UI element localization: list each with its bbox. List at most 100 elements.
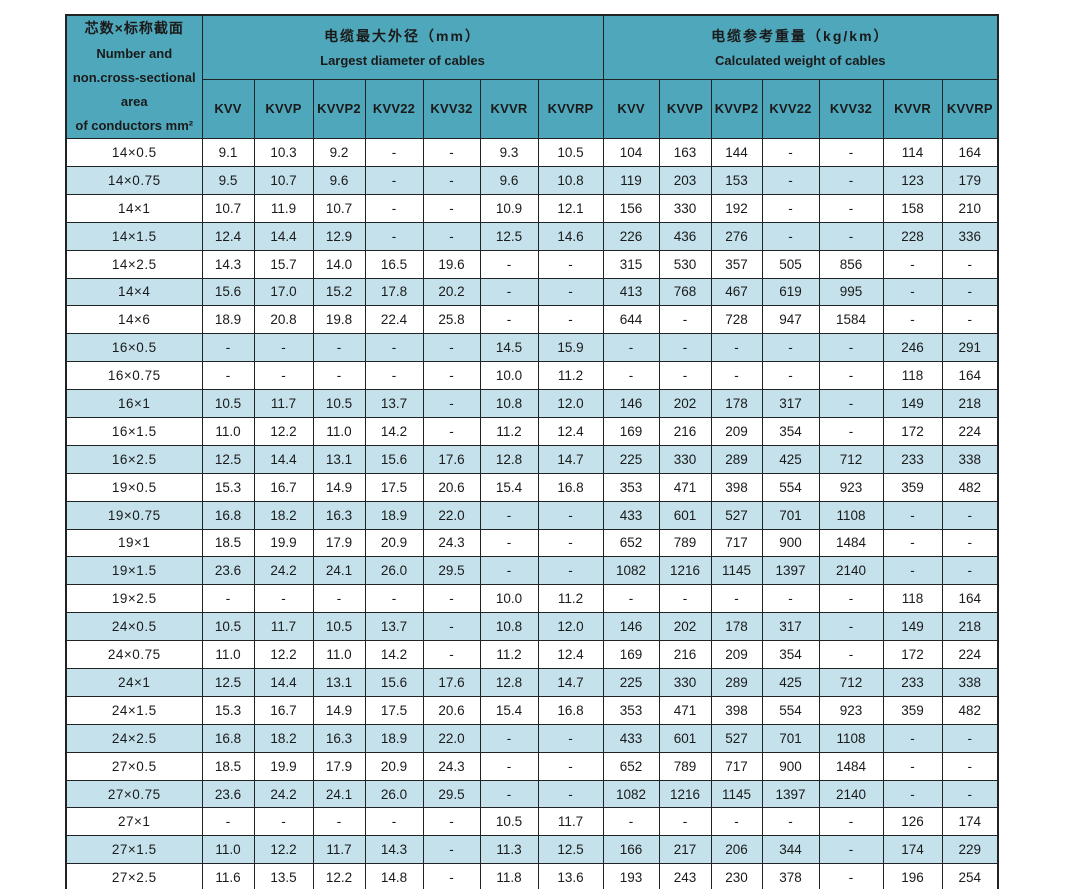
diameter-cell: 18.9 bbox=[364, 500, 424, 530]
diameter-cell: 14.7 bbox=[537, 668, 604, 697]
diameter-cell: - bbox=[537, 528, 604, 558]
weight-cell: 144 bbox=[710, 138, 763, 167]
weight-cell: 164 bbox=[941, 138, 999, 167]
weight-cell: 505 bbox=[761, 249, 820, 279]
diameter-cell: 29.5 bbox=[422, 779, 481, 809]
weight-cell: 601 bbox=[658, 723, 712, 753]
table-row: 24×1 12.5 14.4 13.1 15.6 17.6 12.8 14.7 225 330 28… bbox=[65, 668, 999, 697]
diameter-cell: 10.5 bbox=[201, 612, 255, 642]
diameter-cell: 17.6 bbox=[422, 668, 481, 697]
diameter-cell: 13.5 bbox=[253, 863, 314, 889]
weight-cell: 330 bbox=[658, 668, 712, 697]
table-row: 16×2.5 12.5 14.4 13.1 15.6 17.6 12.8 14.7 225 330… bbox=[65, 444, 999, 474]
weight-cell: - bbox=[761, 807, 820, 837]
diameter-cell: 18.9 bbox=[364, 723, 424, 753]
weight-cell: 527 bbox=[710, 723, 763, 753]
col-header-diameter-kvvp: KVVP bbox=[253, 78, 314, 140]
diameter-cell: - bbox=[312, 333, 366, 363]
weight-cell: - bbox=[941, 779, 999, 809]
weight-cell: 433 bbox=[602, 500, 660, 530]
weight-cell: 336 bbox=[941, 221, 999, 251]
diameter-cell: 10.5 bbox=[312, 389, 366, 418]
weight-cell: 228 bbox=[882, 221, 943, 251]
weight-cell: 178 bbox=[710, 389, 763, 418]
diameter-cell: - bbox=[364, 221, 424, 251]
diameter-cell: 15.6 bbox=[364, 444, 424, 474]
corner-header-en1: Number and bbox=[96, 45, 173, 61]
weight-cell: 224 bbox=[941, 640, 999, 669]
weight-cell: 218 bbox=[941, 612, 999, 642]
diameter-cell: 16.8 bbox=[201, 723, 255, 753]
diameter-cell: 24.2 bbox=[253, 779, 314, 809]
diameter-cell: 11.7 bbox=[253, 612, 314, 642]
diameter-cell: - bbox=[422, 333, 481, 363]
diameter-cell: 10.3 bbox=[253, 138, 314, 167]
weight-cell: - bbox=[941, 305, 999, 335]
weight-cell: 789 bbox=[658, 528, 712, 558]
table-row: 19×0.5 15.3 16.7 14.9 17.5 20.6 15.4 16.8 353 471… bbox=[65, 472, 999, 502]
corner-header-en2: non.cross-sectional area bbox=[72, 69, 196, 109]
weight-cell: 315 bbox=[602, 249, 660, 279]
weight-cell: 344 bbox=[761, 835, 820, 865]
weight-cell: 357 bbox=[710, 249, 763, 279]
diameter-cell: 16.7 bbox=[253, 472, 314, 502]
diameter-cell: - bbox=[422, 389, 481, 418]
col-header-weight-kvv: KVV bbox=[602, 78, 660, 140]
weight-cell: 1145 bbox=[710, 779, 763, 809]
diameter-cell: - bbox=[479, 500, 539, 530]
weight-cell: 153 bbox=[710, 165, 763, 195]
weight-cell: 233 bbox=[882, 668, 943, 697]
diameter-cell: 9.3 bbox=[479, 138, 539, 167]
diameter-cell: 10.5 bbox=[537, 138, 604, 167]
weight-cell: 169 bbox=[602, 640, 660, 669]
table-body: 14×0.5 9.1 10.3 9.2- -9.3 10.5 104 163 144- -114 1… bbox=[65, 138, 999, 889]
weight-cell: - bbox=[761, 221, 820, 251]
weight-cell: 174 bbox=[882, 835, 943, 865]
weight-cell: 1216 bbox=[658, 556, 712, 586]
diameter-cell: 15.3 bbox=[201, 695, 255, 725]
weight-cell: - bbox=[818, 138, 884, 167]
diameter-cell: 18.2 bbox=[253, 500, 314, 530]
weight-cell: 276 bbox=[710, 221, 763, 251]
group-header-diameter: 电缆最大外径（mm） Largest diameter of cables bbox=[201, 14, 604, 80]
diameter-cell: 14.9 bbox=[312, 695, 366, 725]
weight-cell: 174 bbox=[941, 807, 999, 837]
weight-cell: 217 bbox=[658, 835, 712, 865]
col-header-diameter-kvv: KVV bbox=[201, 78, 255, 140]
diameter-cell: 9.2 bbox=[312, 138, 366, 167]
weight-cell: 202 bbox=[658, 389, 712, 418]
weight-cell: 206 bbox=[710, 835, 763, 865]
diameter-cell: - bbox=[201, 361, 255, 391]
diameter-cell: - bbox=[312, 361, 366, 391]
diameter-cell: 15.2 bbox=[312, 277, 366, 307]
diameter-cell: 14.3 bbox=[201, 249, 255, 279]
row-label: 27×0.75 bbox=[65, 779, 203, 809]
table-row: 24×0.5 10.5 11.7 10.5 13.7-10.8 12.0 146 202 178… bbox=[65, 612, 999, 642]
weight-cell: 947 bbox=[761, 305, 820, 335]
weight-cell: - bbox=[882, 277, 943, 307]
row-label: 19×0.5 bbox=[65, 472, 203, 502]
diameter-cell: 19.6 bbox=[422, 249, 481, 279]
weight-cell: 291 bbox=[941, 333, 999, 363]
diameter-cell: 12.2 bbox=[253, 640, 314, 669]
weight-cell: 923 bbox=[818, 472, 884, 502]
col-header-weight-kvvr: KVVR bbox=[882, 78, 943, 140]
diameter-cell: 16.8 bbox=[201, 500, 255, 530]
diameter-cell: - bbox=[201, 333, 255, 363]
weight-cell: - bbox=[602, 361, 660, 391]
weight-cell: - bbox=[818, 221, 884, 251]
weight-cell: 203 bbox=[658, 165, 712, 195]
group-header-diameter-en: Largest diameter of cables bbox=[320, 53, 485, 69]
row-label: 24×1 bbox=[65, 668, 203, 697]
diameter-cell: 12.0 bbox=[537, 389, 604, 418]
diameter-cell: 10.8 bbox=[479, 389, 539, 418]
weight-cell: 226 bbox=[602, 221, 660, 251]
weight-cell: 353 bbox=[602, 472, 660, 502]
weight-cell: 114 bbox=[882, 138, 943, 167]
diameter-cell: - bbox=[253, 361, 314, 391]
diameter-cell: 14.0 bbox=[312, 249, 366, 279]
weight-cell: 149 bbox=[882, 612, 943, 642]
table-row: 14×6 18.9 20.8 19.8 22.4 25.8- -644-728 947 1584… bbox=[65, 305, 999, 335]
weight-cell: 209 bbox=[710, 416, 763, 446]
weight-cell: - bbox=[818, 416, 884, 446]
